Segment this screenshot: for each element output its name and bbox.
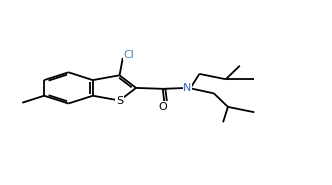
Text: N: N (183, 83, 192, 93)
Text: Cl: Cl (124, 50, 134, 60)
Text: O: O (158, 102, 167, 112)
Text: S: S (116, 95, 123, 105)
